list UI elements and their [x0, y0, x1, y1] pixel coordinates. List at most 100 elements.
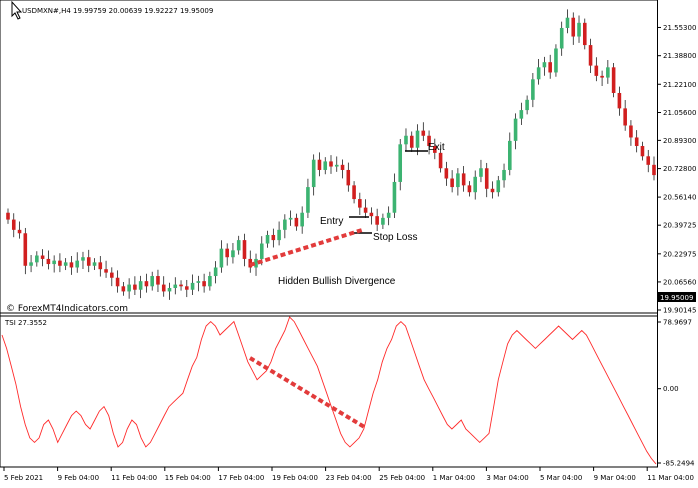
candle-bull	[531, 79, 535, 100]
candle-bull	[496, 180, 501, 193]
time-tick-label: 5 Feb 2021	[4, 474, 43, 482]
candle-bear	[629, 125, 633, 138]
candle-bear	[115, 277, 120, 287]
candle-bear	[358, 199, 362, 208]
price-tick-label: 21.22100	[663, 81, 696, 89]
candle-bear	[427, 135, 431, 147]
candle-bear	[161, 284, 166, 292]
tsi-divergence-line	[248, 356, 368, 430]
candle-bear	[46, 258, 51, 265]
candle-bull	[479, 168, 483, 177]
candle-bull	[415, 130, 420, 148]
tsi-axis: 78.9697 0.00 -85.2494	[657, 319, 695, 468]
candle-bull	[519, 110, 524, 119]
candle-bull	[190, 282, 195, 290]
plot-frame	[0, 0, 658, 468]
candle-bear	[156, 276, 160, 285]
candle-bear	[352, 185, 356, 200]
candle-bull	[81, 257, 85, 261]
candle-bear	[409, 135, 414, 148]
candle-bear	[104, 269, 108, 273]
candle-bull	[381, 217, 385, 225]
candle-bear	[646, 156, 651, 165]
candle-bear	[86, 257, 91, 266]
candle-bear	[294, 217, 299, 227]
candle-bear	[571, 17, 576, 37]
time-tick-label: 11 Mar 04:00	[647, 474, 694, 482]
candle-bull	[196, 281, 201, 283]
candle-bear	[369, 212, 374, 217]
candle-bear	[346, 169, 351, 186]
candle-bull	[265, 234, 270, 244]
candle-bear	[450, 178, 454, 188]
tsi-line	[1, 316, 657, 465]
candle-bull	[536, 67, 541, 80]
price-tick-label: 20.72800	[663, 165, 696, 173]
candle-bull	[29, 262, 33, 266]
time-tick-label: 9 Mar 04:00	[594, 474, 636, 482]
cursor-icon	[11, 0, 23, 20]
candles-group	[6, 9, 656, 300]
candle-bull	[75, 260, 80, 268]
candle-bear	[144, 281, 149, 287]
candle-bear	[6, 212, 10, 220]
tsi-tick-label: 0.00	[663, 385, 679, 393]
candle-bull	[288, 217, 293, 220]
price-tick-label: 20.06560	[663, 278, 696, 286]
candle-bear	[17, 229, 22, 234]
candle-bear	[490, 188, 495, 193]
candle-bear	[242, 240, 247, 259]
candle-bull	[150, 276, 154, 287]
candle-bear	[23, 233, 28, 266]
entry-label: Entry	[320, 216, 343, 227]
candle-bull	[52, 260, 56, 265]
candle-bear	[461, 173, 466, 186]
candle-bear	[433, 146, 437, 153]
candle-bear	[179, 284, 183, 287]
candle-bear	[11, 219, 16, 230]
candle-bull	[306, 187, 310, 213]
candle-bull	[386, 212, 391, 218]
candle-bull	[508, 140, 512, 170]
time-tick-label: 5 Mar 04:00	[540, 474, 582, 482]
candle-bull	[565, 17, 570, 28]
price-tick-label: 20.39725	[663, 222, 696, 230]
candle-bull	[456, 173, 460, 188]
candle-bear	[271, 234, 276, 241]
candle-bear	[202, 281, 206, 287]
candle-bear	[652, 164, 656, 176]
candle-bull	[259, 243, 264, 259]
candle-bear	[40, 255, 45, 259]
tsi-tick-label: -85.2494	[663, 460, 695, 468]
candle-bear	[58, 260, 62, 266]
candle-bull	[513, 118, 518, 141]
candle-bull	[404, 135, 408, 145]
candle-bull	[334, 164, 339, 167]
candle-bear	[548, 62, 552, 73]
candle-bear	[98, 262, 103, 270]
tsi-group	[1, 316, 657, 465]
candle-bear	[634, 137, 639, 147]
candle-bear	[317, 159, 322, 170]
candle-bull	[92, 262, 97, 266]
candle-bull	[525, 99, 529, 111]
candle-bull	[167, 288, 172, 292]
time-tick-label: 3 Mar 04:00	[486, 474, 528, 482]
candle-bull	[398, 144, 403, 182]
candle-bear	[594, 65, 599, 76]
time-tick-label: 1 Mar 04:00	[433, 474, 475, 482]
candle-bear	[438, 152, 443, 169]
candle-bear	[582, 22, 587, 46]
price-tick-label: 21.38800	[663, 52, 696, 60]
candle-bull	[473, 176, 477, 193]
candle-bull	[236, 240, 241, 251]
time-tick-label: 9 Feb 04:00	[58, 474, 99, 482]
candle-bear	[69, 262, 74, 268]
candle-bear	[340, 164, 345, 170]
candle-bear	[617, 92, 622, 109]
watermark: © ForexMT4Indicators.com	[6, 304, 128, 314]
candle-bull	[502, 169, 506, 181]
candle-bull	[300, 212, 304, 227]
candle-bull	[231, 250, 235, 258]
